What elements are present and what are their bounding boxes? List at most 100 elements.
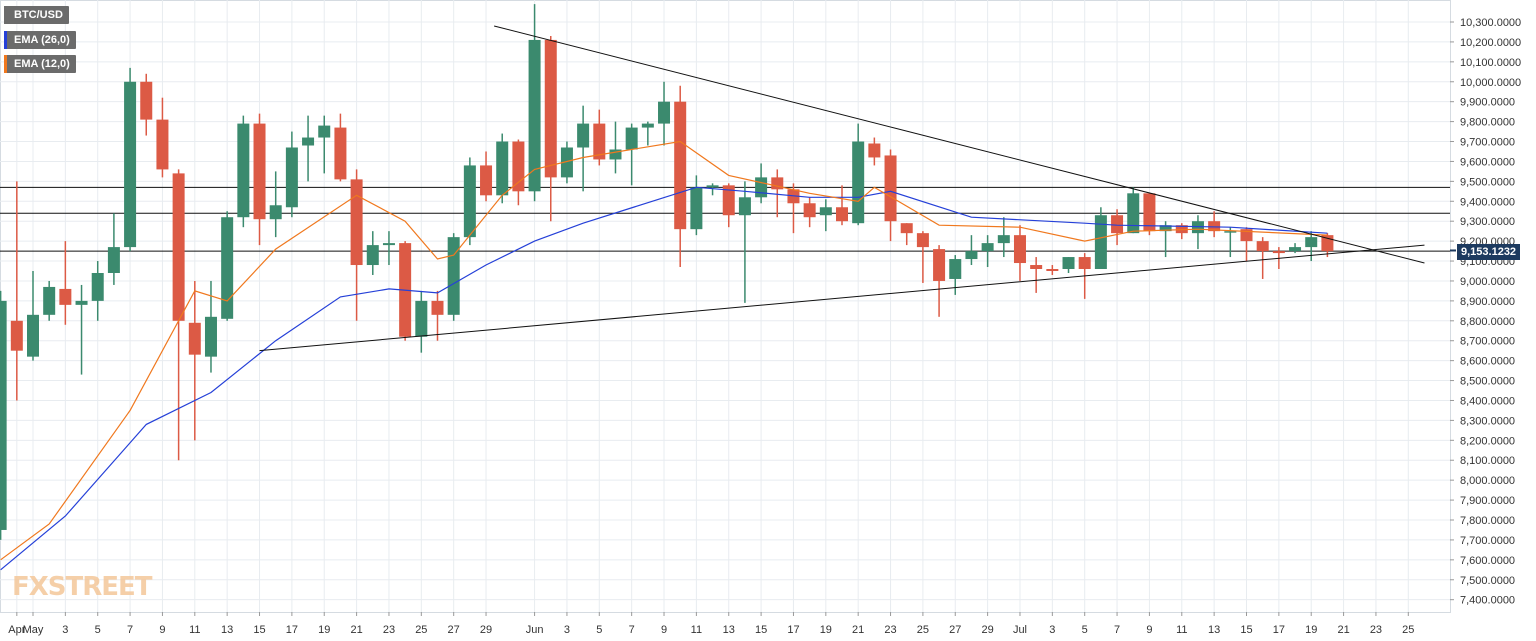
y-tick-label: 8,700.0000 [1460,336,1515,348]
candle [771,169,784,218]
x-tick-label: 5 [95,624,101,636]
candle [625,123,638,186]
candle-body [140,81,153,120]
candle-body [528,39,541,192]
candle-body [1111,215,1124,234]
trendline [494,25,1425,264]
candle [75,284,88,375]
trendlines [259,25,1425,352]
x-tick-label: 13 [221,624,233,636]
candle [91,261,104,321]
candle [690,175,703,236]
candle-body [1256,241,1269,252]
candle-body [382,243,395,246]
candles [0,4,1334,540]
candle-body [1143,193,1156,232]
candle [528,4,541,202]
candle-body [447,237,460,315]
candle-body [965,251,978,260]
candle [124,67,137,252]
x-tick-label: 21 [852,624,864,636]
x-tick-label: 11 [691,624,702,636]
candle [1175,223,1188,240]
candle [1013,225,1026,281]
x-tick-label: 27 [448,624,460,636]
x-tick-label: 15 [253,624,265,636]
candle [350,169,363,321]
candle-body [59,288,72,305]
y-tick-label: 8,400.0000 [1460,395,1515,407]
candle-body [1127,193,1140,234]
candle [658,81,671,146]
x-tick-label: 7 [1114,624,1120,636]
candle-body [609,149,622,160]
candle-body [755,177,768,198]
candle [836,185,848,226]
candle-body [560,147,573,178]
candle-body [674,101,687,230]
candle [59,241,72,325]
candle [722,183,735,228]
candle [1030,257,1043,293]
candle-body [1159,225,1172,232]
candle-body [269,205,282,220]
y-tick-label: 9,700.0000 [1460,137,1515,149]
candle [221,211,234,321]
legend-ema26-label: EMA (26,0) [14,34,70,46]
candle [237,115,250,228]
legend-ema26[interactable]: EMA (26,0) [4,31,76,49]
ema-lines [0,140,1328,571]
candle [1224,227,1237,258]
x-tick-label: Apr [8,624,25,636]
candle-body [997,235,1010,244]
legend-symbol[interactable]: BTC/USD [4,6,69,24]
candle-body [933,249,946,281]
y-tick-label: 9,300.0000 [1460,216,1515,228]
y-tick-label: 7,600.0000 [1460,555,1515,567]
x-tick-label: 7 [629,624,635,636]
x-tick-label: 9 [159,624,165,636]
candle [981,235,994,268]
y-tick-label: 7,500.0000 [1460,575,1515,587]
candle-body [738,197,751,216]
candle-body [884,155,897,222]
candle [641,121,654,146]
candle [382,231,395,266]
candle-body [836,207,848,222]
y-tick-label: 8,900.0000 [1460,296,1515,308]
candle [916,231,929,283]
y-tick-label: 9,600.0000 [1460,156,1515,168]
y-tick-label: 7,800.0000 [1460,515,1515,527]
x-tick-label: 23 [884,624,896,636]
candle [431,290,444,341]
y-tick-label: 9,500.0000 [1460,176,1515,188]
candle [803,197,816,228]
plot-border [0,0,1451,613]
candle-body [496,141,509,196]
candle-body [285,147,298,208]
candle [1289,243,1302,254]
candle-body [318,125,331,138]
candle-body [722,185,735,216]
candle-body [1062,257,1075,270]
candle-body [916,233,929,248]
grid-lines [0,0,1451,613]
candle-body [334,127,347,180]
x-tick-label: 23 [383,624,395,636]
candle [738,181,751,303]
candle-body [690,187,703,230]
candle [285,131,298,218]
candle-body [463,165,476,238]
candle [1191,215,1204,250]
candle-body [107,247,120,273]
candle [1240,227,1253,262]
candle-body [1305,237,1318,248]
candle-body [1240,229,1253,242]
legend-ema12[interactable]: EMA (12,0) [4,55,76,73]
candle-body [350,179,363,266]
candle-body [253,123,266,220]
x-tick-label: Jul [1013,624,1027,636]
candle [1143,193,1156,236]
